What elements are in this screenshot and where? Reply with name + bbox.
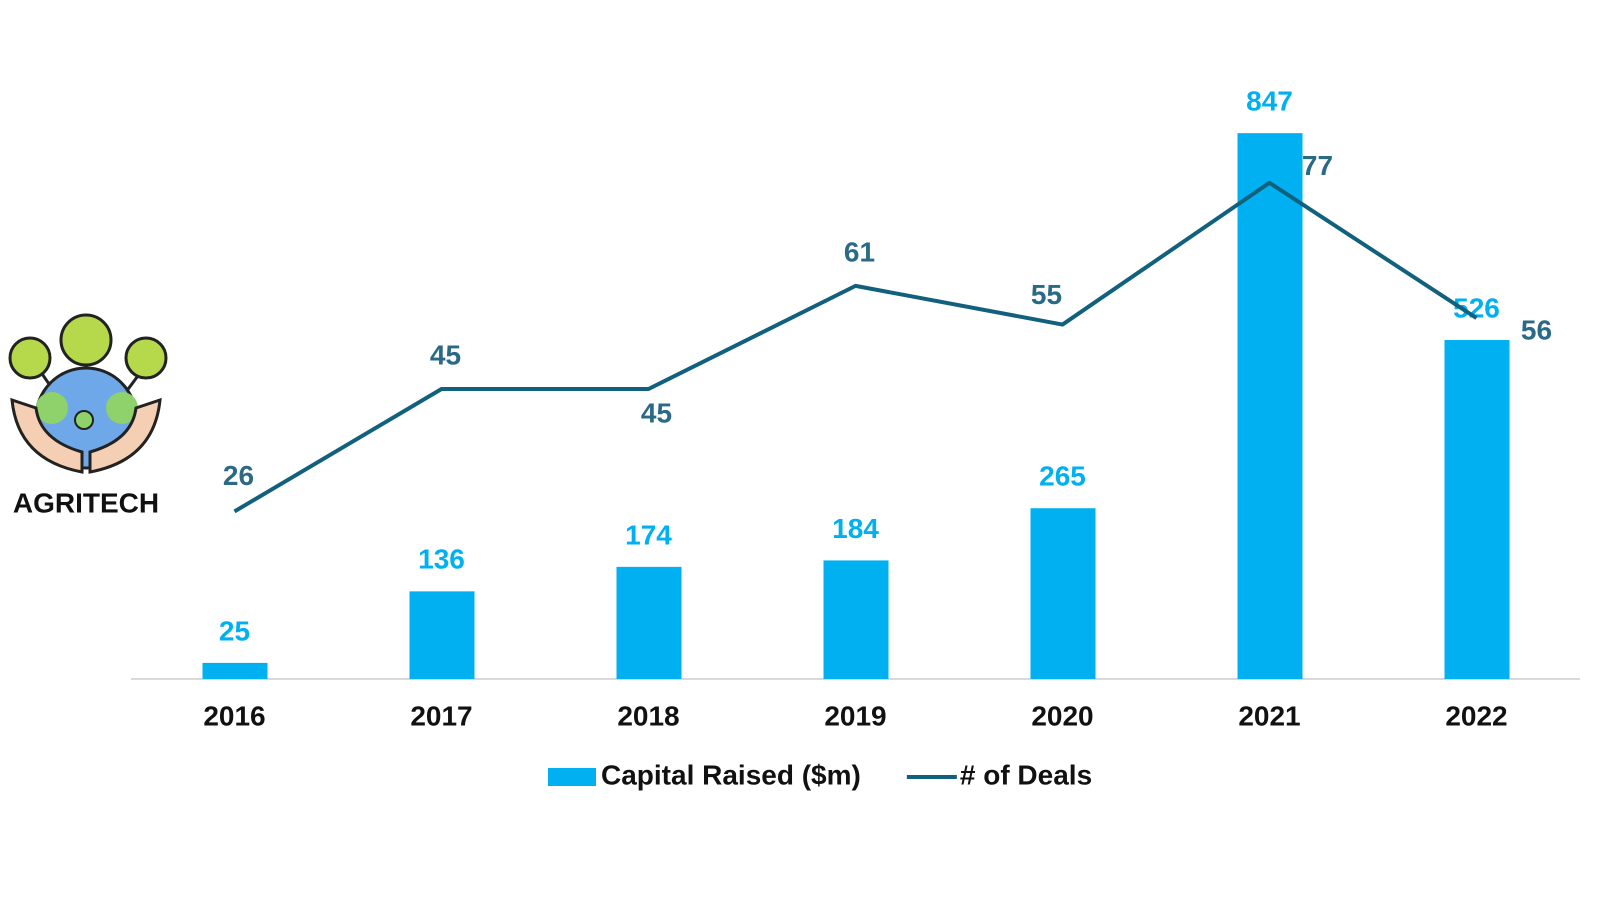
x-tick-label: 2022 — [1445, 700, 1507, 731]
line-value-label: 55 — [1031, 279, 1062, 310]
bar-value-label: 174 — [625, 519, 672, 550]
line-value-label: 77 — [1302, 150, 1333, 181]
bar-value-label: 847 — [1246, 86, 1293, 117]
bar — [1030, 508, 1096, 679]
agritech-icon — [8, 313, 168, 474]
legend-label: # of Deals — [960, 759, 1092, 790]
legend-label: Capital Raised ($m) — [601, 759, 861, 790]
x-tick-label: 2020 — [1031, 700, 1093, 731]
bar-value-label: 265 — [1039, 461, 1086, 492]
bar-value-label: 25 — [219, 615, 250, 646]
bar — [823, 560, 889, 679]
line-value-label: 61 — [844, 236, 875, 267]
x-tick-label: 2018 — [617, 700, 679, 731]
legend-swatch — [548, 768, 596, 786]
bar — [616, 566, 682, 679]
bar — [1444, 340, 1510, 679]
line-value-label: 45 — [641, 397, 672, 428]
bar — [1237, 133, 1303, 680]
x-tick-label: 2017 — [410, 700, 472, 731]
bar — [202, 662, 268, 679]
bar — [409, 591, 475, 679]
annotation: AGRITECH — [13, 487, 159, 518]
bar-value-label: 136 — [418, 544, 465, 575]
line-value-label: 56 — [1521, 315, 1552, 346]
x-tick-label: 2019 — [824, 700, 886, 731]
bar-value-label: 184 — [832, 513, 879, 544]
line-value-label: 45 — [430, 339, 461, 370]
x-tick-label: 2021 — [1238, 700, 1300, 731]
line-value-label: 26 — [223, 460, 254, 491]
line — [233, 180, 1478, 514]
x-tick-label: 2016 — [203, 700, 265, 731]
